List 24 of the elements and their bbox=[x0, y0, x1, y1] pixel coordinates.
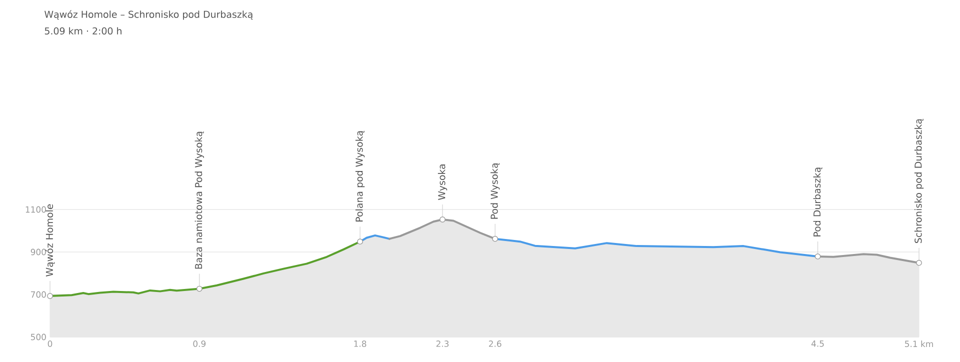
annotation: Pod Wysoką bbox=[490, 163, 500, 219]
annotation: Schronisko pod Durbaszką bbox=[914, 118, 924, 244]
y-tick-label: 900 bbox=[30, 248, 46, 256]
annotation: Polana pod Wysoką bbox=[355, 130, 365, 222]
annotation: Wąwóz Homole bbox=[45, 204, 55, 276]
point bbox=[916, 260, 922, 266]
x-tick-label: 4.5 bbox=[811, 340, 824, 347]
y-tick-label: 700 bbox=[31, 291, 46, 298]
x-tick-label: 0 bbox=[48, 340, 52, 347]
annotation: Wysoka bbox=[438, 164, 448, 200]
x-tick-label: 1.8 bbox=[354, 340, 366, 347]
x-tick-label: 5.1 km bbox=[905, 340, 933, 348]
x-tick-label: 2.6 bbox=[488, 340, 502, 347]
x-tick-label: 0.9 bbox=[193, 340, 206, 347]
point bbox=[492, 236, 498, 242]
chart-subtitle: 5.09 km · 2:00 h bbox=[44, 27, 122, 35]
y-tick-label: 1100 bbox=[26, 206, 46, 213]
point bbox=[440, 216, 446, 222]
chart-title: Wąwóz Homole – Schronisko pod Durbaszką bbox=[44, 10, 253, 20]
point bbox=[814, 254, 821, 260]
annotation: Pod Durbaszką bbox=[813, 167, 822, 236]
y-tick-label: 500 bbox=[30, 334, 46, 340]
annotation: Baza namiotowa Pod Wysoką bbox=[194, 131, 204, 269]
x-tick-label: 2.3 bbox=[436, 340, 449, 347]
